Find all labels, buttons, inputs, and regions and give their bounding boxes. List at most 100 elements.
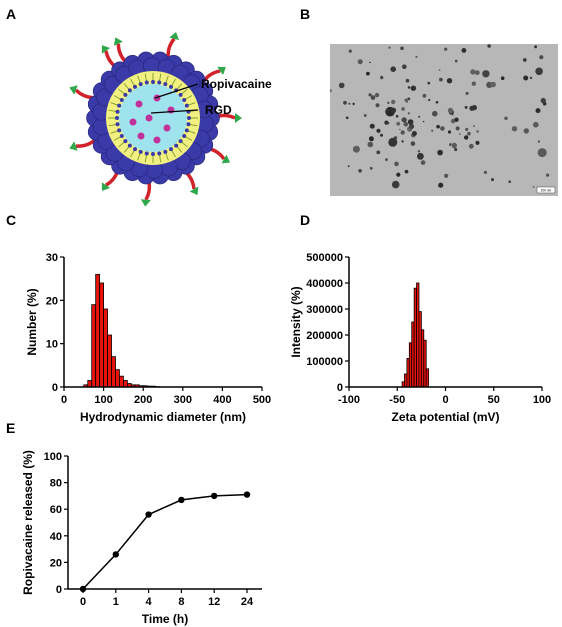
drug-molecule xyxy=(137,132,145,140)
lipid-head xyxy=(144,80,149,85)
y-tick-label: 40 xyxy=(50,531,62,543)
x-tick-label: 100 xyxy=(533,394,551,406)
tem-particle xyxy=(474,70,480,76)
tem-particle xyxy=(401,117,407,123)
lipid-head xyxy=(117,128,122,133)
release-point xyxy=(243,491,251,498)
x-axis-label: Zeta potential (mV) xyxy=(391,410,499,424)
lipid-head xyxy=(123,139,128,144)
lipid-head xyxy=(151,80,155,84)
y-axis-label: Ropivacaine released (%) xyxy=(21,450,35,595)
tem-particle xyxy=(411,131,417,136)
tem-particle xyxy=(470,69,476,75)
x-tick-label: 50 xyxy=(488,394,500,406)
release-point xyxy=(79,585,87,593)
tem-particle xyxy=(400,46,404,51)
tem-particle xyxy=(374,92,380,98)
tem-particle xyxy=(369,123,375,129)
rgd-tip xyxy=(217,66,226,76)
x-tick-label: 4 xyxy=(146,596,153,608)
tem-particle xyxy=(511,126,518,132)
tem-particle xyxy=(348,102,351,105)
y-tick-label: 20 xyxy=(50,557,62,569)
y-tick-label: 0 xyxy=(337,382,343,394)
panel-label-e: E xyxy=(6,420,16,436)
rgd-tip xyxy=(69,85,78,95)
tem-particle xyxy=(500,76,505,80)
histogram-bar xyxy=(425,368,430,388)
tem-particle xyxy=(447,130,452,134)
x-tick-label: 500 xyxy=(253,394,271,406)
tem-particle xyxy=(385,158,388,161)
x-axis-label: Hydrodynamic diameter (nm) xyxy=(80,410,246,424)
tem-particle xyxy=(546,173,550,177)
release-point xyxy=(112,551,120,558)
y-tick-label: 400000 xyxy=(306,278,343,290)
lipid-head xyxy=(115,122,120,127)
tem-particle xyxy=(394,161,399,167)
tem-particle xyxy=(435,101,439,104)
tem-particle xyxy=(438,69,441,71)
tem-particle xyxy=(380,133,383,137)
tem-particle xyxy=(390,107,397,113)
tem-particle xyxy=(534,45,537,49)
tem-particle xyxy=(523,58,527,62)
tem-particle xyxy=(444,47,448,51)
x-tick-label: 1 xyxy=(113,596,119,608)
tem-particle xyxy=(410,85,417,91)
tem-particle xyxy=(537,140,540,143)
tem-particle xyxy=(380,75,384,80)
y-tick-label: 20 xyxy=(46,295,58,307)
tem-particle xyxy=(428,98,431,102)
lipid-head xyxy=(123,92,128,97)
rgd-tip xyxy=(189,186,199,196)
tem-particle xyxy=(370,95,376,100)
tem-particle xyxy=(483,170,487,174)
tem-particle xyxy=(417,150,421,153)
lipid-head xyxy=(169,84,173,89)
panel-label-c: C xyxy=(6,212,17,228)
tem-particle xyxy=(471,105,477,111)
y-tick-label: 300000 xyxy=(306,304,343,316)
tem-particle xyxy=(447,107,454,114)
scale-bar-label: 200 nm xyxy=(541,189,552,193)
tem-particle xyxy=(417,152,424,160)
lipid-head xyxy=(138,82,143,87)
x-tick-label: 200 xyxy=(134,394,152,406)
y-tick-label: 100000 xyxy=(306,356,343,368)
histogram-bar xyxy=(95,273,101,388)
tem-particle xyxy=(401,140,404,143)
tem-particle xyxy=(357,59,363,65)
lipid-head xyxy=(119,134,124,138)
lipid-head xyxy=(115,116,119,120)
release-point xyxy=(211,492,218,500)
lipid-head xyxy=(138,149,143,154)
histogram-bar xyxy=(103,308,108,388)
histogram-bar xyxy=(107,334,112,388)
tem-particle xyxy=(461,48,467,53)
lipid-head xyxy=(117,103,122,108)
tem-particle xyxy=(471,81,476,86)
tem-particle xyxy=(451,142,457,149)
panel-label-a: A xyxy=(6,6,17,22)
lipid-head xyxy=(133,147,137,152)
tem-particle xyxy=(391,180,400,189)
tem-particle xyxy=(467,131,471,136)
panel-label-d: D xyxy=(300,212,311,228)
tem-particle xyxy=(529,76,533,80)
lipid-head xyxy=(163,149,168,154)
x-axis-label: Time (h) xyxy=(142,612,188,626)
y-tick-label: 0 xyxy=(52,382,58,394)
tem-particle xyxy=(405,100,409,103)
tem-particle xyxy=(464,105,468,109)
label-ropivacaine: Ropivacaine xyxy=(201,77,272,91)
tem-particle xyxy=(504,116,508,121)
tem-particle xyxy=(422,93,427,98)
tem-particle xyxy=(399,128,401,131)
histogram-bar xyxy=(115,369,120,388)
rgd-tip xyxy=(113,37,123,46)
tem-particle xyxy=(390,66,396,72)
tem-particle xyxy=(388,137,398,147)
tem-particle xyxy=(386,108,389,111)
tem-particles xyxy=(330,44,550,189)
